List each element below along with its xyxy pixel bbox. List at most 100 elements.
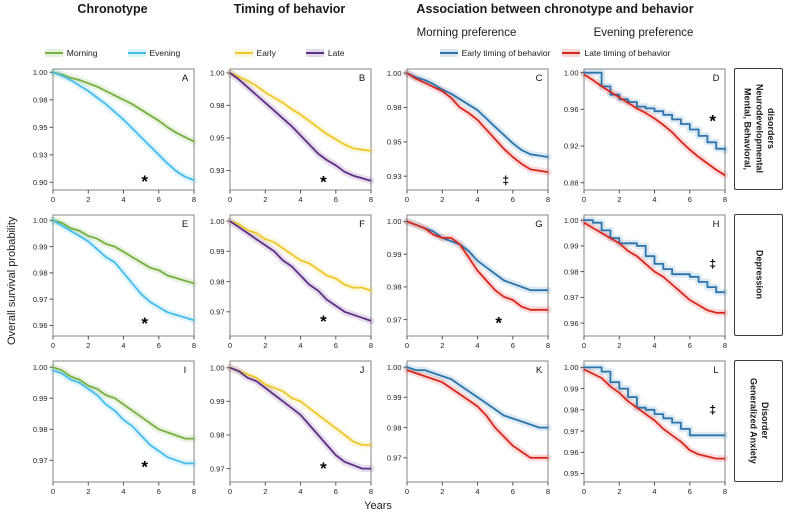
significance-marker: ‡ (709, 257, 716, 271)
panel-letter: D (713, 73, 720, 84)
svg-text:0.99: 0.99 (564, 242, 579, 251)
svg-text:2: 2 (86, 195, 90, 204)
significance-marker: * (320, 312, 327, 331)
svg-text:0.98: 0.98 (210, 101, 225, 110)
svg-text:1.00: 1.00 (564, 68, 579, 77)
svg-text:0.98: 0.98 (564, 267, 579, 276)
curve-late (229, 366, 371, 470)
svg-text:6: 6 (157, 195, 161, 204)
svg-text:8: 8 (192, 195, 196, 204)
svg-text:8: 8 (546, 195, 550, 204)
svg-text:0.99: 0.99 (564, 384, 579, 393)
panel-letter: C (536, 73, 543, 84)
svg-text:0: 0 (228, 195, 232, 204)
subtitle-row: Morning preference Evening preference (378, 26, 732, 40)
svg-text:0.98: 0.98 (387, 103, 402, 112)
curve-late-timing-of-behavior (583, 368, 725, 460)
panel-letter: H (713, 219, 720, 230)
svg-text:4: 4 (652, 195, 656, 204)
svg-text:8: 8 (369, 341, 373, 350)
panel-d: 1.00 0.96 0.92 0.880 2 4 6 8 D * (564, 68, 729, 204)
legend-chronotype: Morning Evening (44, 48, 180, 58)
legend-label: Early (256, 48, 276, 58)
svg-text:4: 4 (121, 341, 125, 350)
significance-marker: * (141, 457, 148, 476)
curve-morning (52, 219, 195, 285)
legend-item: Late (305, 48, 344, 58)
svg-text:4: 4 (121, 487, 125, 496)
significance-marker: ‡ (709, 403, 716, 417)
curve-early (229, 72, 372, 152)
svg-text:8: 8 (546, 341, 550, 350)
legend-swatch-early (234, 49, 253, 57)
svg-text:8: 8 (369, 195, 373, 204)
curve-early-timing-of-behavior (406, 366, 548, 429)
svg-text:1.00: 1.00 (33, 216, 48, 225)
svg-text:6: 6 (511, 487, 515, 496)
svg-text:2: 2 (86, 341, 90, 350)
row-label-generalized-anxiety: Generalized Anxiety Disorder (734, 360, 783, 482)
svg-text:4: 4 (652, 487, 656, 496)
svg-text:1.00: 1.00 (33, 68, 48, 77)
svg-text:8: 8 (723, 195, 727, 204)
subtitle-morning-preference: Morning preference (416, 26, 517, 39)
svg-text:4: 4 (652, 341, 656, 350)
curve-early (229, 366, 371, 446)
panel-j: 1.00 0.99 0.98 0.97 0 2 4 6 8 J * (210, 360, 375, 496)
svg-text:0.97: 0.97 (387, 315, 402, 324)
svg-text:0: 0 (582, 195, 586, 204)
svg-text:8: 8 (192, 341, 196, 350)
svg-text:0.99: 0.99 (210, 397, 225, 406)
panel-b: 1.00 0.98 0.95 0.93 0 2 4 6 8 B * (210, 68, 375, 204)
svg-text:6: 6 (688, 341, 692, 350)
svg-text:8: 8 (192, 487, 196, 496)
curve-evening (52, 71, 195, 181)
svg-text:0.99: 0.99 (210, 247, 225, 256)
svg-text:0.98: 0.98 (210, 277, 225, 286)
curve-morning (52, 71, 195, 143)
curve-late-timing-of-behavior (406, 369, 548, 459)
svg-text:0.98: 0.98 (33, 96, 48, 105)
svg-text:0.95: 0.95 (564, 469, 579, 478)
panel-letter: F (359, 219, 365, 230)
svg-text:1.00: 1.00 (33, 363, 48, 372)
svg-text:0.95: 0.95 (33, 123, 48, 132)
svg-text:0.97: 0.97 (210, 464, 225, 473)
panel-g: 1.00 0.99 0.98 0.97 0 2 4 6 8 G * (387, 214, 552, 350)
legend-item: Morning (44, 48, 98, 58)
legend-item: Early (234, 48, 276, 58)
legend-swatch-morning (44, 49, 63, 57)
panel-e: 1.00 0.99 0.98 0.97 0.96 0 2 4 6 8 E * (33, 214, 198, 350)
panel-letter: A (182, 73, 189, 84)
svg-text:0.97: 0.97 (564, 293, 579, 302)
svg-text:8: 8 (723, 487, 727, 496)
legend-association: Early timing of behavior Late timing of b… (439, 48, 670, 58)
svg-text:4: 4 (298, 341, 302, 350)
curve-early-timing-of-behavior (584, 71, 726, 151)
panel-letter: J (360, 365, 365, 376)
svg-text:0.96: 0.96 (564, 105, 579, 114)
curve-evening (52, 219, 195, 322)
significance-marker: ‡ (502, 173, 509, 187)
svg-text:0.92: 0.92 (564, 142, 579, 151)
legend-item: Evening (127, 48, 180, 58)
svg-text:2: 2 (617, 487, 621, 496)
curve-early-timing-of-behavior (584, 219, 725, 294)
svg-text:1.00: 1.00 (210, 217, 225, 226)
svg-text:6: 6 (334, 195, 338, 204)
svg-text:2: 2 (263, 341, 267, 350)
svg-text:0.97: 0.97 (210, 308, 225, 317)
panel-letter: E (182, 219, 188, 230)
svg-text:0.98: 0.98 (387, 283, 402, 292)
legend-swatch-late-timing-of-behavior (562, 49, 581, 57)
svg-text:0.97: 0.97 (33, 295, 48, 304)
curve-early-timing-of-behavior (406, 220, 548, 292)
significance-marker: * (320, 172, 327, 191)
curve-late (229, 220, 372, 322)
svg-text:1.00: 1.00 (210, 69, 225, 78)
significance-marker: * (141, 172, 148, 191)
row-label-depression: Depression (734, 214, 783, 336)
svg-text:2: 2 (617, 341, 621, 350)
svg-text:0.96: 0.96 (564, 319, 579, 328)
svg-text:8: 8 (546, 487, 550, 496)
